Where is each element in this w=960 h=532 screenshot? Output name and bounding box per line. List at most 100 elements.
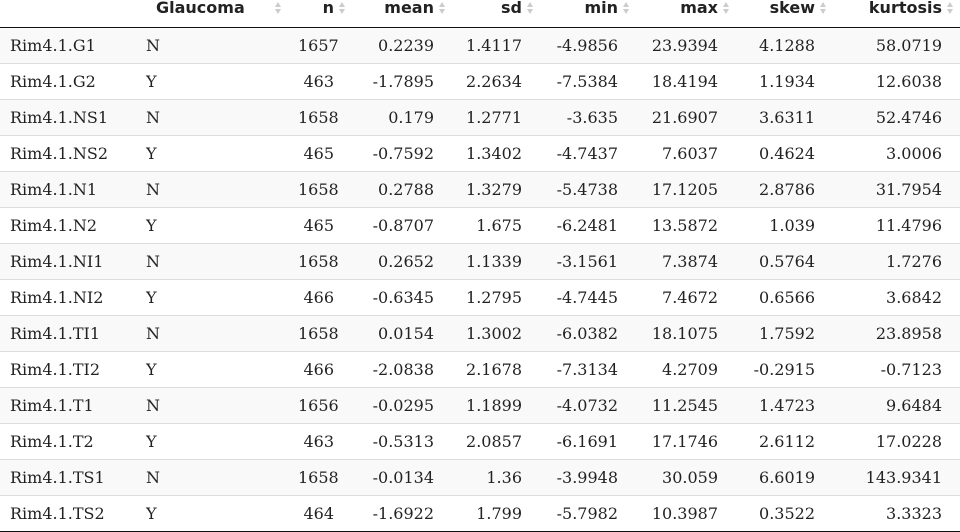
sort-arrows-icon[interactable] [723, 1, 730, 15]
kurtosis-cell: 3.3323 [833, 495, 960, 532]
sd-cell: 1.1899 [452, 387, 540, 424]
mean-cell: 0.2652 [352, 243, 452, 280]
kurtosis-cell: 17.0228 [833, 423, 960, 460]
glaucoma-cell: Y [138, 135, 288, 172]
table-row: Rim4.1.N2 Y 465 -0.8707 1.675 -6.2481 13.5872 1… [0, 207, 960, 244]
n-cell: 1657 [288, 27, 352, 64]
n-cell: 464 [288, 495, 352, 532]
min-cell: -7.5384 [540, 63, 636, 100]
row-name: Rim4.1.N2 [0, 207, 138, 244]
sort-arrows-icon[interactable] [623, 1, 630, 15]
min-cell: -4.9856 [540, 27, 636, 64]
n-cell: 1658 [288, 243, 352, 280]
n-cell: 465 [288, 135, 352, 172]
kurtosis-cell: -0.7123 [833, 351, 960, 388]
table-row: Rim4.1.TS1 N 1658 -0.0134 1.36 -3.9948 30.059 6… [0, 459, 960, 496]
min-cell: -4.7445 [540, 279, 636, 316]
table-row: Rim4.1.TI1 N 1658 0.0154 1.3002 -6.0382 18.107… [0, 315, 960, 352]
row-name: Rim4.1.TS2 [0, 495, 138, 532]
min-cell: -6.0382 [540, 315, 636, 352]
sd-cell: 2.2634 [452, 63, 540, 100]
sd-cell: 1.36 [452, 459, 540, 496]
row-name: Rim4.1.TI1 [0, 315, 138, 352]
row-name: Rim4.1.N1 [0, 171, 138, 208]
glaucoma-cell: Y [138, 351, 288, 388]
row-name: Rim4.1.NI1 [0, 243, 138, 280]
row-name: Rim4.1.TS1 [0, 459, 138, 496]
mean-cell: 0.0154 [352, 315, 452, 352]
mean-cell: -0.6345 [352, 279, 452, 316]
skew-cell: 4.1288 [736, 27, 833, 64]
max-cell: 17.1205 [636, 171, 736, 208]
row-name: Rim4.1.T2 [0, 423, 138, 460]
max-cell: 30.059 [636, 459, 736, 496]
min-cell: -7.3134 [540, 351, 636, 388]
row-name: Rim4.1.TI2 [0, 351, 138, 388]
table-row: Rim4.1.NS1 N 1658 0.179 1.2771 -3.635 21.6907 3… [0, 99, 960, 136]
column-header-max[interactable]: max [636, 0, 736, 28]
column-header-label: skew [769, 0, 815, 17]
column-header-kurtosis[interactable]: kurtosis [833, 0, 960, 28]
column-header-label: sd [501, 0, 522, 17]
column-header-mean[interactable]: mean [352, 0, 452, 28]
table-row: Rim4.1.NI2 Y 466 -0.6345 1.2795 -4.7445 7.4672… [0, 279, 960, 316]
sd-cell: 1.799 [452, 495, 540, 532]
glaucoma-cell: N [138, 315, 288, 352]
row-name: Rim4.1.NS1 [0, 99, 138, 136]
table-row: Rim4.1.NI1 N 1658 0.2652 1.1339 -3.1561 7.3874… [0, 243, 960, 280]
sort-arrows-icon[interactable] [439, 1, 446, 15]
kurtosis-cell: 58.0719 [833, 27, 960, 64]
kurtosis-cell: 11.4796 [833, 207, 960, 244]
table-body: Rim4.1.G1 N 1657 0.2239 1.4117 -4.9856 23.9394… [0, 27, 960, 532]
row-name: Rim4.1.G1 [0, 27, 138, 64]
n-cell: 1658 [288, 99, 352, 136]
sort-arrows-icon[interactable] [275, 1, 282, 15]
min-cell: -3.9948 [540, 459, 636, 496]
column-header-min[interactable]: min [540, 0, 636, 28]
mean-cell: -2.0838 [352, 351, 452, 388]
column-header-glaucoma[interactable]: Glaucoma [138, 0, 288, 28]
column-header-label: min [584, 0, 618, 17]
kurtosis-cell: 23.8958 [833, 315, 960, 352]
n-cell: 463 [288, 63, 352, 100]
sort-arrows-icon[interactable] [527, 1, 534, 15]
kurtosis-cell: 3.0006 [833, 135, 960, 172]
column-header-label: Glaucoma [156, 0, 245, 17]
max-cell: 13.5872 [636, 207, 736, 244]
table-row: Rim4.1.NS2 Y 465 -0.7592 1.3402 -4.7437 7.6037… [0, 135, 960, 172]
mean-cell: -1.6922 [352, 495, 452, 532]
mean-cell: 0.2788 [352, 171, 452, 208]
row-name: Rim4.1.NS2 [0, 135, 138, 172]
min-cell: -4.7437 [540, 135, 636, 172]
glaucoma-cell: Y [138, 207, 288, 244]
min-cell: -3.1561 [540, 243, 636, 280]
sort-arrows-icon[interactable] [339, 1, 346, 15]
mean-cell: -0.8707 [352, 207, 452, 244]
table-row: Rim4.1.TI2 Y 466 -2.0838 2.1678 -7.3134 4.2709… [0, 351, 960, 388]
mean-cell: 0.179 [352, 99, 452, 136]
table-row: Rim4.1.G2 Y 463 -1.7895 2.2634 -7.5384 18.4194… [0, 63, 960, 100]
max-cell: 7.4672 [636, 279, 736, 316]
max-cell: 10.3987 [636, 495, 736, 532]
min-cell: -5.4738 [540, 171, 636, 208]
column-header-n[interactable]: n [288, 0, 352, 28]
mean-cell: -0.5313 [352, 423, 452, 460]
n-cell: 1656 [288, 387, 352, 424]
mean-cell: -0.0134 [352, 459, 452, 496]
column-header-label: max [680, 0, 718, 17]
sd-cell: 1.2771 [452, 99, 540, 136]
glaucoma-cell: Y [138, 495, 288, 532]
skew-cell: 1.039 [736, 207, 833, 244]
max-cell: 18.4194 [636, 63, 736, 100]
glaucoma-cell: Y [138, 423, 288, 460]
sort-arrows-icon[interactable] [820, 1, 827, 15]
column-header-sd[interactable]: sd [452, 0, 540, 28]
skew-cell: 1.7592 [736, 315, 833, 352]
column-header-skew[interactable]: skew [736, 0, 833, 28]
sd-cell: 1.3279 [452, 171, 540, 208]
table-row: Rim4.1.N1 N 1658 0.2788 1.3279 -5.4738 17.1205… [0, 171, 960, 208]
sd-cell: 1.3402 [452, 135, 540, 172]
max-cell: 7.6037 [636, 135, 736, 172]
kurtosis-cell: 9.6484 [833, 387, 960, 424]
sort-arrows-icon[interactable] [947, 1, 954, 15]
